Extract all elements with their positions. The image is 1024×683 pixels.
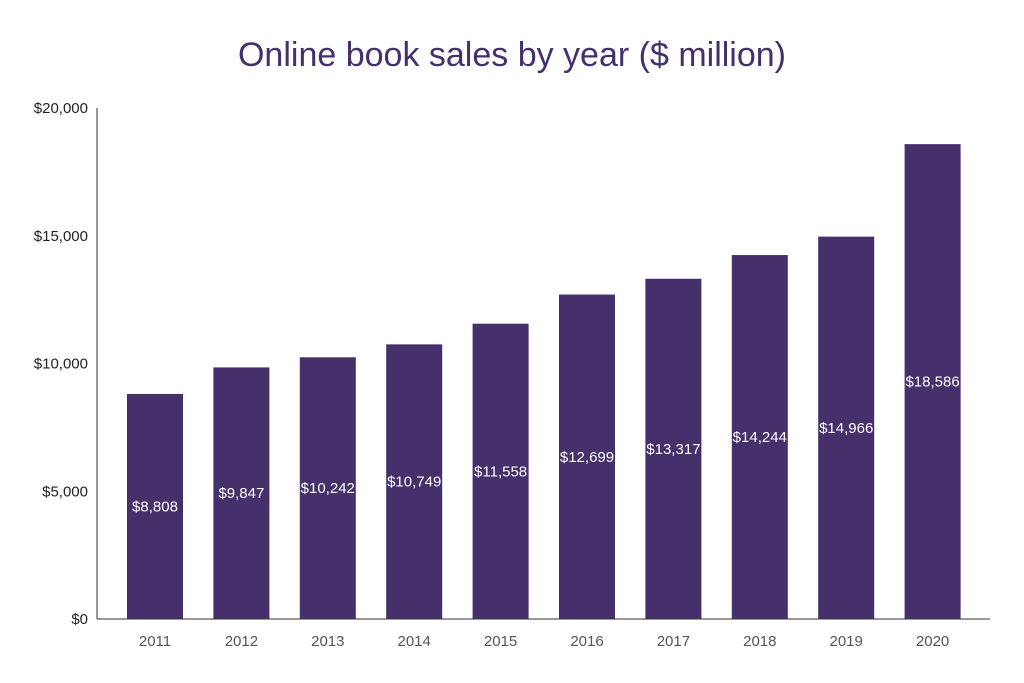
bar-2014 [386,344,443,619]
data-label: $13,317 [646,441,700,458]
data-label: $14,244 [733,429,787,446]
data-label: $14,966 [819,420,873,437]
x-tick-label: 2012 [225,633,258,650]
data-label: $8,808 [132,498,178,515]
x-tick-label: 2013 [311,633,344,650]
x-axis: 2011 2012 2013 2014 2015 2016 2017 2018 2019 2020 [139,633,949,650]
x-tick-label: 2020 [916,633,949,650]
data-label: $12,699 [560,449,614,466]
data-label: $9,847 [218,485,264,502]
data-label: $10,749 [387,474,441,491]
x-tick-label: 2011 [139,633,171,650]
y-tick-label: $15,000 [34,228,88,245]
x-tick-label: 2018 [743,633,776,650]
chart-title: Online book sales by year ($ million) [238,36,786,74]
bar-2012 [213,367,270,619]
y-tick-label: $0 [71,611,88,628]
bar-2015 [472,323,529,619]
y-axis: $0 $5,000 $10,000 $15,000 $20,000 [34,100,88,628]
bar-2019 [818,236,875,619]
x-tick-label: 2014 [398,633,431,650]
y-tick-label: $5,000 [42,483,88,500]
y-tick-label: $10,000 [34,356,88,373]
x-tick-label: 2017 [657,633,690,650]
data-label: $18,586 [905,374,959,391]
bar-2017 [645,278,702,619]
data-label: $11,558 [474,463,527,480]
bars: $8,808 $9,847 $10,242 $10,749 $11,558 $12,699… [127,144,961,620]
x-tick-label: 2016 [570,633,603,650]
bar-2013 [299,357,356,619]
bar-2020 [904,144,961,620]
x-tick-label: 2015 [484,633,517,650]
y-tick-label: $20,000 [34,100,88,117]
bar-2018 [731,255,788,619]
bar-2016 [559,294,615,619]
x-tick-label: 2019 [830,633,863,650]
bar-2011 [127,393,183,619]
data-label: $10,242 [301,480,355,497]
